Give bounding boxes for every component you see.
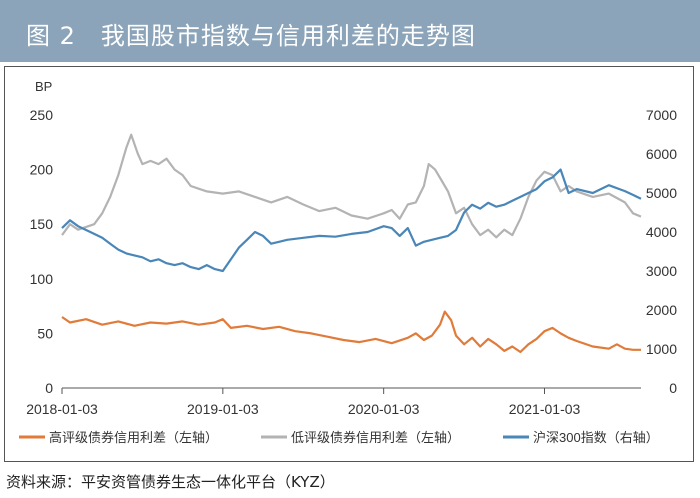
source-note: 资料来源：平安资管债券生态一体化平台（KYZ） (6, 473, 335, 491)
left-axis-ticks: 0 50 100 150 200 250 (30, 107, 54, 396)
figure-title: 图 2 我国股市指数与信用利差的走势图 (26, 22, 476, 50)
right-tick-label: 3000 (646, 263, 677, 279)
series-line (61, 133, 642, 239)
left-tick-label: 100 (30, 271, 54, 287)
right-axis-ticks: 0 1000 2000 3000 4000 5000 6000 7000 (646, 107, 677, 396)
x-tick-label: 2021-01-03 (509, 401, 581, 417)
legend-label: 高评级债券信用利差（左轴） (49, 430, 218, 445)
x-tick-label: 2019-01-03 (187, 401, 259, 417)
figure-header: 图 2 我国股市指数与信用利差的走势图 (0, 0, 700, 62)
right-tick-label: 7000 (646, 107, 677, 123)
chart-svg: BP 0 50 100 150 200 250 0 1000 2000 3000 4000 5000… (19, 79, 677, 445)
legend-label: 沪深300指数（右轴） (533, 430, 659, 445)
series-line (61, 310, 641, 354)
right-tick-label: 4000 (646, 224, 677, 240)
left-axis-label: BP (35, 79, 52, 94)
x-axis: 2018-01-03 2019-01-03 2020-01-03 2021-01-03 (26, 387, 641, 417)
series-line (61, 168, 642, 273)
series-lines (61, 133, 642, 354)
left-tick-label: 0 (45, 380, 53, 396)
right-tick-label: 1000 (646, 341, 677, 357)
x-tick-label: 2020-01-03 (348, 401, 420, 417)
right-tick-label: 6000 (646, 146, 677, 162)
left-tick-label: 250 (30, 107, 54, 123)
left-tick-label: 200 (30, 162, 54, 178)
legend-label: 低评级债券信用利差（左轴） (291, 430, 460, 445)
legend: 高评级债券信用利差（左轴） 低评级债券信用利差（左轴） 沪深300指数（右轴） (19, 430, 659, 445)
right-tick-label: 0 (669, 380, 677, 396)
left-tick-label: 50 (37, 325, 53, 341)
left-tick-label: 150 (30, 216, 54, 232)
chart-frame: BP 0 50 100 150 200 250 0 1000 2000 3000 4000 5000… (4, 66, 694, 462)
right-tick-label: 2000 (646, 302, 677, 318)
right-tick-label: 5000 (646, 185, 677, 201)
x-tick-label: 2018-01-03 (26, 401, 98, 417)
